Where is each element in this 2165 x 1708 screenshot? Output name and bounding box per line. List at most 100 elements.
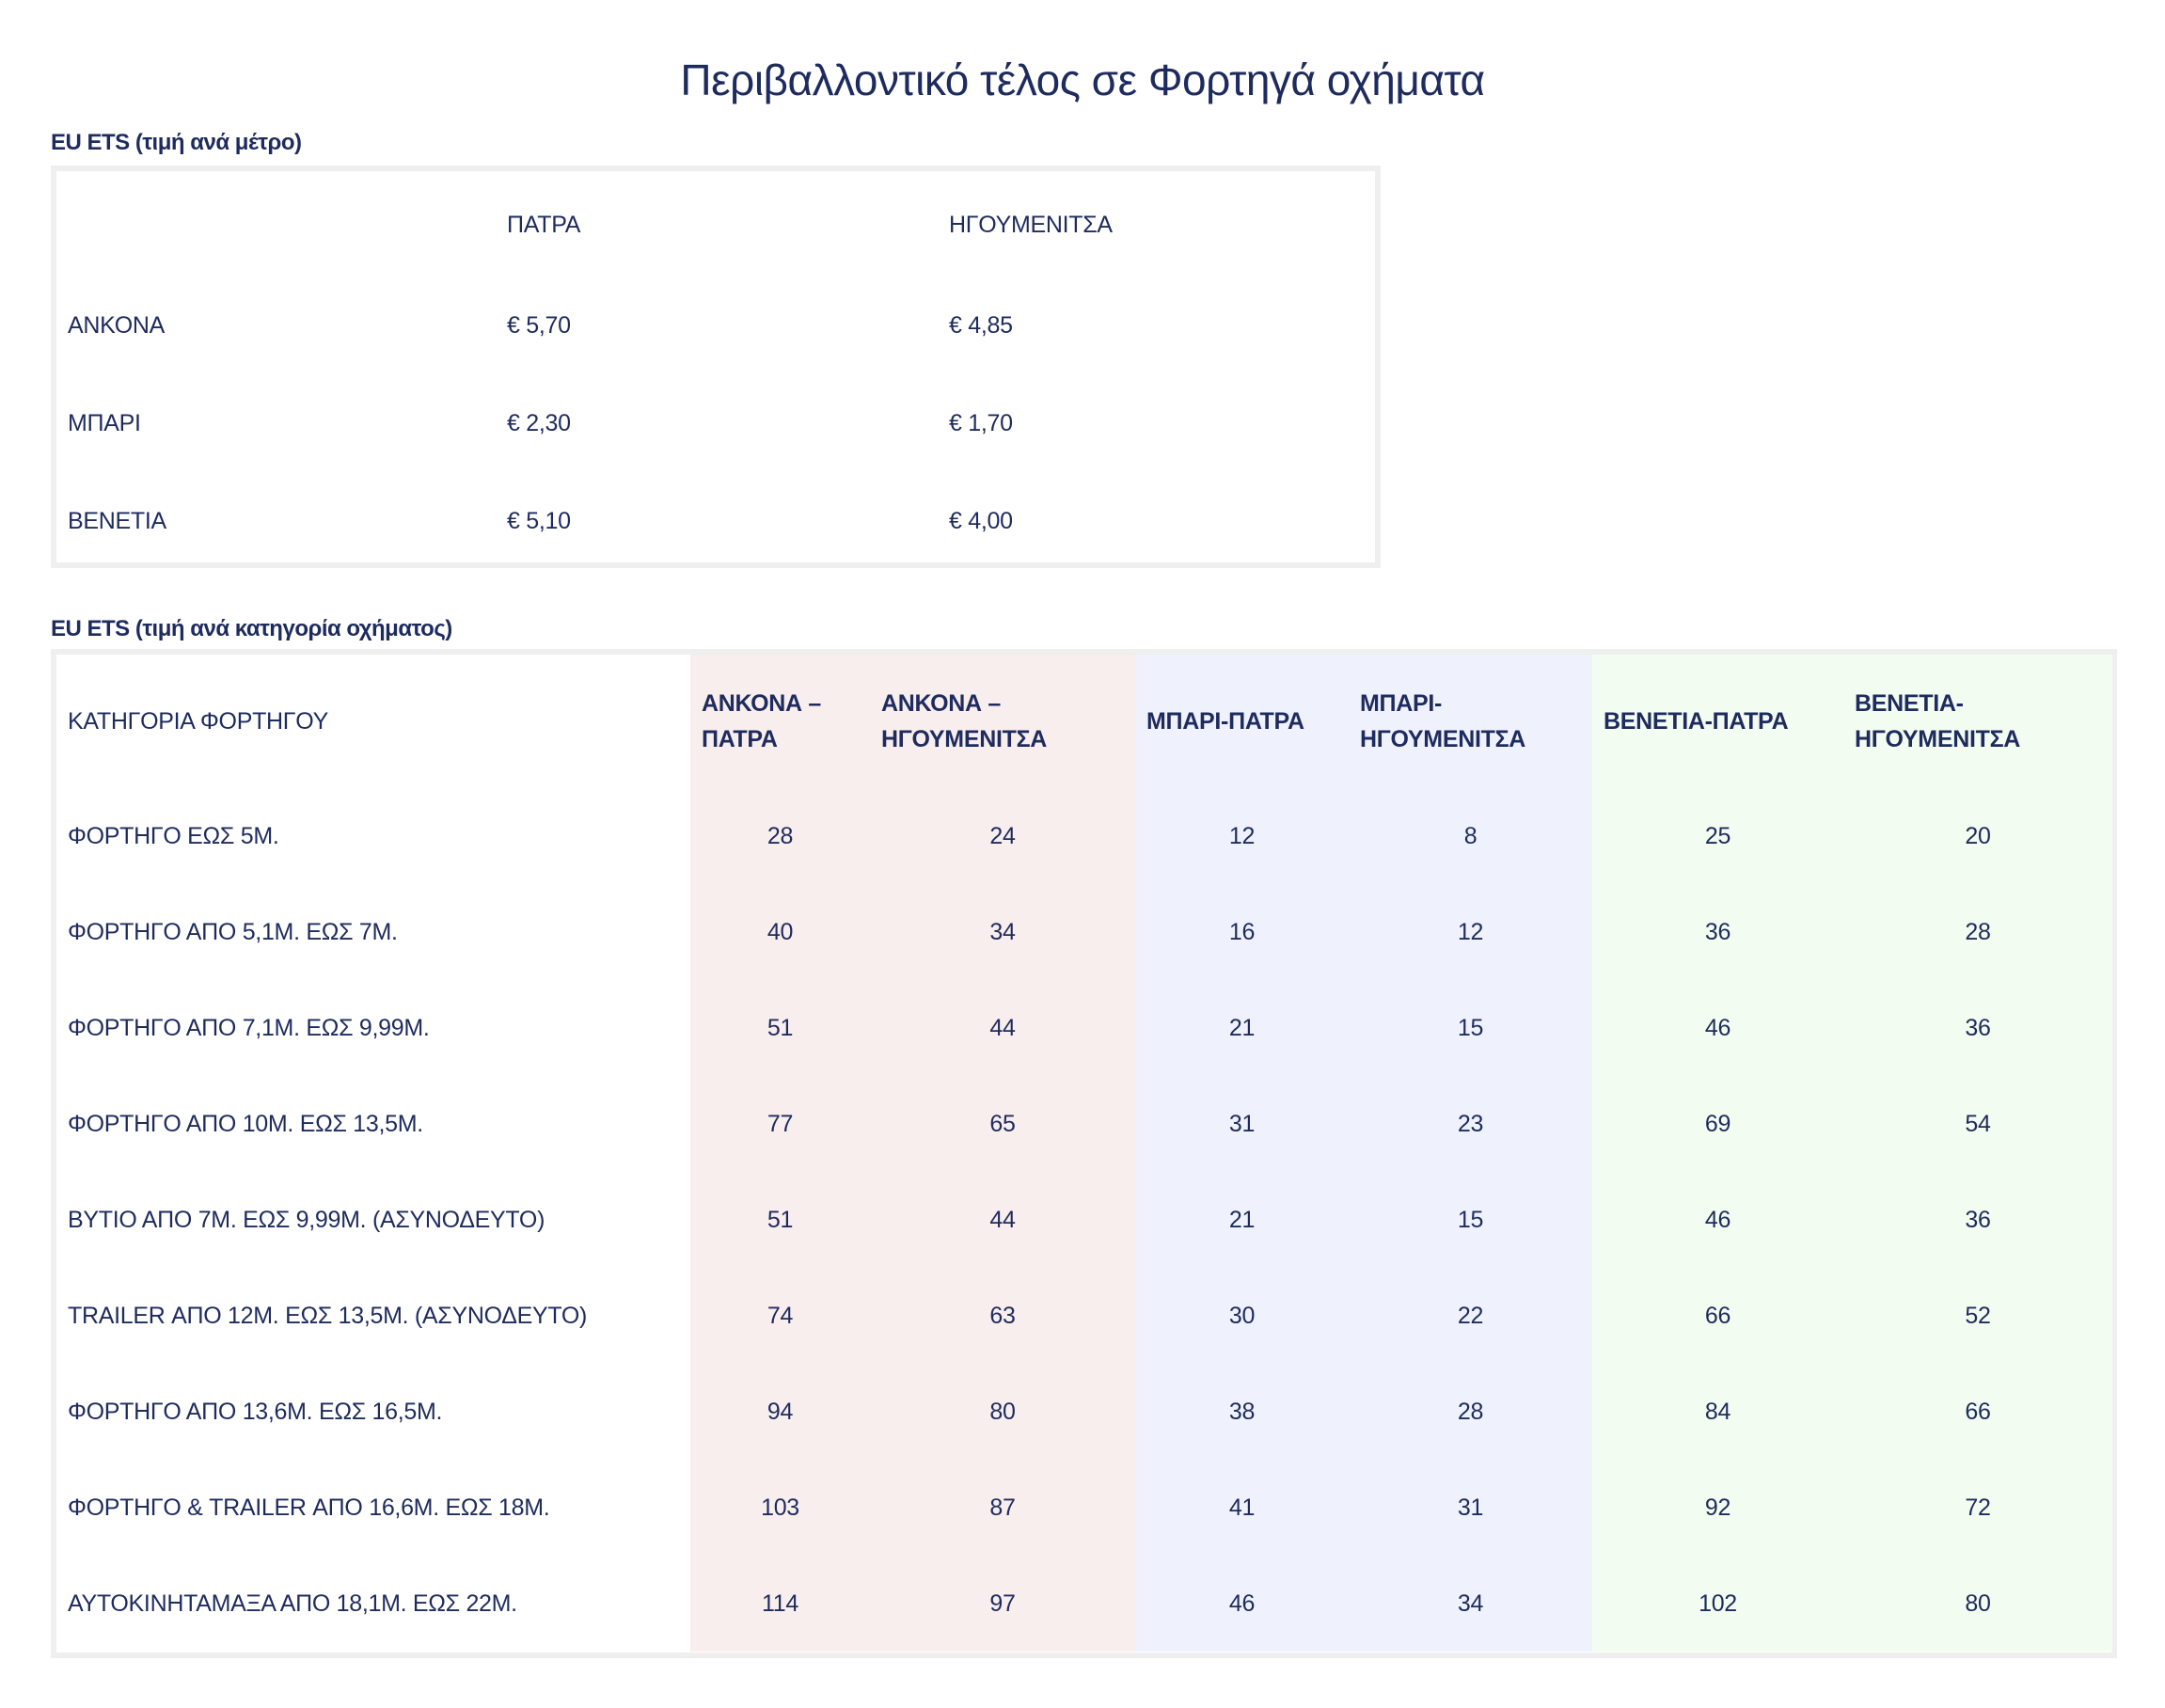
table-row: ΦΟΡΤΗΓΟ ΑΠΟ 13,6Μ. ΕΩΣ 16,5Μ. 94 80 38 28 84 6… (56, 1364, 2112, 1460)
fee-cell: 44 (870, 1172, 1135, 1268)
price-cell: € 2,30 (507, 409, 571, 436)
vehicle-category: ΦΟΡΤΗΓΟ ΑΠΟ 10Μ. ΕΩΣ 13,5Μ. (68, 1110, 423, 1137)
fee-cell: 12 (1135, 788, 1349, 884)
fee-cell: 36 (1592, 884, 1843, 980)
fee-cell: 94 (690, 1364, 870, 1460)
fee-cell: 28 (1843, 884, 2112, 980)
per-meter-table: ΠΑΤΡΑ ΗΓΟΥΜΕΝΙΤΣΑ ΑΝΚΟΝΑ € 5,70 € 4,85 ΜΠΑΡΙ €… (56, 173, 1375, 570)
table-row: ΦΟΡΤΗΓΟ ΑΠΟ 7,1Μ. ΕΩΣ 9,99Μ. 51 44 21 15 46 36 (56, 980, 2112, 1076)
fee-cell: 15 (1349, 1172, 1592, 1268)
fee-cell: 97 (870, 1556, 1135, 1652)
fee-cell: 20 (1843, 788, 2112, 884)
vehicle-category: TRAILER ΑΠΟ 12Μ. ΕΩΣ 13,5Μ. (ΑΣΥΝΟΔΕΥΤΟ) (68, 1302, 588, 1329)
fee-cell: 69 (1592, 1076, 1843, 1172)
column-header: ΜΠΑΡΙ-ΠΑΤΡΑ (1135, 655, 1349, 788)
table-row: ΑΝΚΟΝΑ € 5,70 € 4,85 (56, 277, 1375, 374)
fee-cell: 72 (1843, 1460, 2112, 1556)
fee-cell: 36 (1843, 1172, 2112, 1268)
table-row: ΑΥΤΟΚΙΝΗΤΑΜΑΞΑ ΑΠΟ 18,1Μ. ΕΩΣ 22Μ. 114 97 4… (56, 1556, 2112, 1652)
fee-cell: 16 (1135, 884, 1349, 980)
fee-cell: 102 (1592, 1556, 1843, 1652)
column-header: ΠΑΤΡΑ (507, 211, 581, 238)
fee-cell: 21 (1135, 1172, 1349, 1268)
table-row: ΒΥΤΙΟ ΑΠΟ 7Μ. ΕΩΣ 9,99Μ. (ΑΣΥΝΟΔΕΥΤΟ) 51 4… (56, 1172, 2112, 1268)
fee-cell: 63 (870, 1268, 1135, 1364)
fee-cell: 40 (690, 884, 870, 980)
fee-cell: 92 (1592, 1460, 1843, 1556)
fee-cell: 25 (1592, 788, 1843, 884)
fee-cell: 31 (1135, 1076, 1349, 1172)
fee-cell: 22 (1349, 1268, 1592, 1364)
per-category-section-label: EU ETS (τιμή ανά κατηγορία οχήματος) (51, 616, 452, 641)
per-meter-section-label: EU ETS (τιμή ανά μέτρο) (51, 130, 302, 155)
fee-cell: 23 (1349, 1076, 1592, 1172)
port-name: ΒΕΝΕΤΙΑ (68, 507, 166, 534)
table-header-row: ΠΑΤΡΑ ΗΓΟΥΜΕΝΙΤΣΑ (56, 173, 1375, 277)
fee-cell: 77 (690, 1076, 870, 1172)
table-row: ΒΕΝΕΤΙΑ € 5,10 € 4,00 (56, 472, 1375, 570)
fee-cell: 34 (1349, 1556, 1592, 1652)
fee-cell: 44 (870, 980, 1135, 1076)
fee-cell: 66 (1843, 1364, 2112, 1460)
fee-cell: 24 (870, 788, 1135, 884)
price-cell: € 1,70 (949, 409, 1013, 436)
vehicle-category: ΦΟΡΤΗΓΟ ΕΩΣ 5Μ. (68, 822, 279, 849)
column-header: ΜΠΑΡΙ-ΗΓΟΥΜΕΝΙΤΣΑ (1349, 655, 1592, 788)
fee-cell: 15 (1349, 980, 1592, 1076)
fee-cell: 8 (1349, 788, 1592, 884)
page-title: Περιβαλλοντικό τέλος σε Φορτηγά οχήματα (680, 55, 1485, 104)
fee-cell: 12 (1349, 884, 1592, 980)
price-cell: € 5,70 (507, 311, 571, 339)
fee-cell: 54 (1843, 1076, 2112, 1172)
table-row: ΦΟΡΤΗΓΟ ΑΠΟ 10Μ. ΕΩΣ 13,5Μ. 77 65 31 23 69 54 (56, 1076, 2112, 1172)
column-header: ΗΓΟΥΜΕΝΙΤΣΑ (949, 211, 1113, 238)
column-header: ΑΝΚΟΝΑ – ΠΑΤΡΑ (690, 655, 870, 788)
vehicle-category: ΦΟΡΤΗΓΟ ΑΠΟ 5,1Μ. ΕΩΣ 7Μ. (68, 918, 398, 945)
column-header: ΒΕΝΕΤΙΑ-ΠΑΤΡΑ (1592, 655, 1843, 788)
fee-cell: 65 (870, 1076, 1135, 1172)
fee-cell: 36 (1843, 980, 2112, 1076)
port-name: ΑΝΚΟΝΑ (68, 311, 166, 339)
per-category-table: ΚΑΤΗΓΟΡΙΑ ΦΟΡΤΗΓΟΥ ΑΝΚΟΝΑ – ΠΑΤΡΑ ΑΝΚΟΝΑ –… (56, 655, 2112, 1652)
fee-cell: 41 (1135, 1460, 1349, 1556)
table-row: TRAILER ΑΠΟ 12Μ. ΕΩΣ 13,5Μ. (ΑΣΥΝΟΔΕΥΤΟ)… (56, 1268, 2112, 1364)
fee-cell: 80 (870, 1364, 1135, 1460)
vehicle-category: ΦΟΡΤΗΓΟ & TRAILER ΑΠΟ 16,6Μ. ΕΩΣ 18Μ. (68, 1494, 550, 1521)
fee-cell: 51 (690, 1172, 870, 1268)
table-row: ΜΠΑΡΙ € 2,30 € 1,70 (56, 374, 1375, 472)
price-cell: € 5,10 (507, 507, 571, 534)
fee-cell: 51 (690, 980, 870, 1076)
column-header (56, 173, 496, 277)
vehicle-category: ΦΟΡΤΗΓΟ ΑΠΟ 13,6Μ. ΕΩΣ 16,5Μ. (68, 1398, 443, 1425)
table-row: ΦΟΡΤΗΓΟ & TRAILER ΑΠΟ 16,6Μ. ΕΩΣ 18Μ. 103… (56, 1460, 2112, 1556)
price-cell: € 4,00 (949, 507, 1013, 534)
fee-cell: 46 (1592, 980, 1843, 1076)
fee-cell: 52 (1843, 1268, 2112, 1364)
fee-cell: 31 (1349, 1460, 1592, 1556)
table-row: ΦΟΡΤΗΓΟ ΑΠΟ 5,1Μ. ΕΩΣ 7Μ. 40 34 16 12 36 28 (56, 884, 2112, 980)
fee-cell: 28 (690, 788, 870, 884)
fee-cell: 66 (1592, 1268, 1843, 1364)
per-category-table-box: ΚΑΤΗΓΟΡΙΑ ΦΟΡΤΗΓΟΥ ΑΝΚΟΝΑ – ΠΑΤΡΑ ΑΝΚΟΝΑ –… (51, 649, 2117, 1658)
fee-cell: 46 (1592, 1172, 1843, 1268)
column-header: ΑΝΚΟΝΑ – ΗΓΟΥΜΕΝΙΤΣΑ (870, 655, 1135, 788)
fee-cell: 21 (1135, 980, 1349, 1076)
fee-cell: 114 (690, 1556, 870, 1652)
fee-cell: 34 (870, 884, 1135, 980)
table-row: ΦΟΡΤΗΓΟ ΕΩΣ 5Μ. 28 24 12 8 25 20 (56, 788, 2112, 884)
port-name: ΜΠΑΡΙ (68, 409, 141, 436)
fee-cell: 74 (690, 1268, 870, 1364)
per-meter-table-box: ΠΑΤΡΑ ΗΓΟΥΜΕΝΙΤΣΑ ΑΝΚΟΝΑ € 5,70 € 4,85 ΜΠΑΡΙ €… (51, 166, 1381, 568)
fee-cell: 30 (1135, 1268, 1349, 1364)
fee-cell: 46 (1135, 1556, 1349, 1652)
vehicle-category: ΒΥΤΙΟ ΑΠΟ 7Μ. ΕΩΣ 9,99Μ. (ΑΣΥΝΟΔΕΥΤΟ) (68, 1206, 545, 1233)
fee-cell: 84 (1592, 1364, 1843, 1460)
column-header: ΒΕΝΕΤΙΑ-ΗΓΟΥΜΕΝΙΤΣΑ (1843, 655, 2112, 788)
price-cell: € 4,85 (949, 311, 1013, 339)
column-header: ΚΑΤΗΓΟΡΙΑ ΦΟΡΤΗΓΟΥ (68, 708, 328, 735)
vehicle-category: ΦΟΡΤΗΓΟ ΑΠΟ 7,1Μ. ΕΩΣ 9,99Μ. (68, 1014, 430, 1041)
fee-cell: 80 (1843, 1556, 2112, 1652)
table-header-row: ΚΑΤΗΓΟΡΙΑ ΦΟΡΤΗΓΟΥ ΑΝΚΟΝΑ – ΠΑΤΡΑ ΑΝΚΟΝΑ –… (56, 655, 2112, 788)
vehicle-category: ΑΥΤΟΚΙΝΗΤΑΜΑΞΑ ΑΠΟ 18,1Μ. ΕΩΣ 22Μ. (68, 1589, 517, 1617)
fee-cell: 38 (1135, 1364, 1349, 1460)
